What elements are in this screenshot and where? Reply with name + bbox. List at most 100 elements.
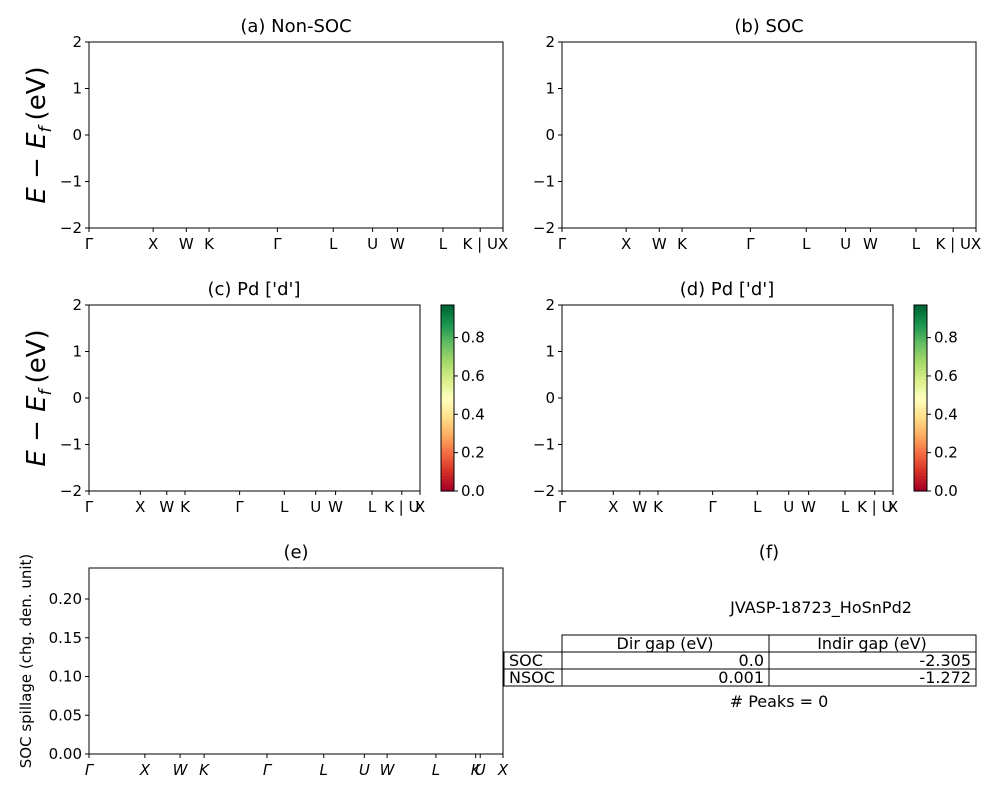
colorbar-segment [441,336,454,340]
colorbar-segment [914,345,927,349]
colorbar-segment [441,348,454,353]
colorbar-tick-label: 0.2 [461,444,485,462]
xtick-label-e: Γ [263,761,273,779]
colorbar-tick-label: 0.2 [934,444,958,462]
colorbar-segment [441,308,454,312]
ytick-label-b: 0 [545,126,555,144]
ytick-label-c: −1 [60,436,82,454]
colorbar-segment [441,444,454,449]
colorbar-segment [914,460,927,464]
axes-d: 210−1−2Γ X W K Γ L U W L K | UX [533,296,898,516]
colorbar-c: 0.8 0.6 0.4 0.2 0.0 [440,304,485,500]
ytick-label-a: 2 [72,33,82,51]
colorbar-segment [441,305,454,309]
xtick-label-d: K | U [857,498,892,516]
colorbar-segment [914,394,927,399]
axes-frame-b [561,41,977,229]
xtick-label-c: K | U [384,498,419,516]
colorbar-segment [441,373,454,377]
axes-c: 210−1−2Γ X W K Γ L U W L K | UX [60,296,425,516]
xtick-label-a: W [179,235,194,253]
colorbar-segment [914,407,927,411]
xtick-label-c: U [310,498,321,516]
colorbar-segment [914,329,927,334]
colorbar-segment [914,487,927,492]
colorbar-segment [441,460,454,464]
colorbar-segment [914,410,927,415]
xtick-label-b: L [802,235,811,253]
ylabel-mid-sub: f [36,386,56,395]
xtick-label-c: K [180,498,191,516]
xtick-label-a: L [439,235,448,253]
colorbar-segment [441,456,454,461]
scatter-point-d [824,299,829,304]
table-row-soc-dir: 0.0 [739,651,764,670]
xtick-label-e: W [380,761,396,779]
colorbar-segment [914,466,927,470]
table-row-nsoc-label: NSOC [509,668,555,687]
colorbar-segment [914,351,927,356]
colorbar-segment [441,472,454,477]
colorbar-segment [441,398,454,402]
colorbar-segment [441,326,454,331]
ytick-label-b: 2 [545,33,555,51]
colorbar-segment [914,382,927,387]
colorbar-segment [914,323,927,328]
colorbar-segment [441,441,454,446]
xtick-label-a: W [390,235,405,253]
colorbar-tick-label: 0.6 [934,367,958,385]
colorbar-segment [914,478,927,483]
title-c: (c) Pd ['d'] [207,279,300,300]
xtick-label-c: W [328,498,343,516]
ytick-label-d: 2 [545,296,555,314]
table-row-nsoc-indir: -1.272 [919,668,971,687]
ytick-label-a: 0 [72,126,82,144]
xtick-label-d: K [653,498,664,516]
colorbar-segment [441,317,454,322]
ytick-label-d: −2 [533,482,555,500]
xtick-label-b: W [652,235,667,253]
gap-table: Dir gap (eV) Indir gap (eV) SOC 0.0 -2.3… [503,634,977,687]
colorbar-tick-label: 0.4 [461,405,485,423]
ylabel-mid-unit: (eV) [22,329,52,383]
xtick-label-c: W [159,498,174,516]
colorbar-segment [441,453,454,458]
colorbar-tick-label: 0.0 [934,482,958,500]
colorbar-segment [914,342,927,346]
colorbar-segment [441,432,454,436]
colorbar-segment [914,388,927,393]
xtick-label-e: Γ [85,761,95,779]
colorbar-segment [441,357,454,362]
colorbar-segment [441,382,454,387]
xtick-label-c: X [135,498,145,516]
colorbar-segment [914,422,927,427]
colorbar-segment [441,360,454,365]
colorbar-segment [441,404,454,408]
xtick-label-d: L [753,498,762,516]
colorbar-segment [914,401,927,405]
colorbar-segment [441,385,454,390]
colorbar-segment [914,354,927,359]
xtick-label-d: X [608,498,618,516]
ylabel-top: E − Ef(eV) [22,66,56,203]
xtick-label-c: X [415,498,425,516]
ytick-label-e: 0.15 [49,629,82,647]
xtick-label-e: L [320,761,328,779]
colorbar-segment [914,441,927,446]
colorbar-segment [441,450,454,455]
ytick-label-b: −2 [533,219,555,237]
colorbar-segment [441,391,454,396]
colorbar-segment [914,432,927,436]
colorbar-frame [440,304,455,492]
colorbar-segment [441,475,454,480]
ytick-label-c: 2 [72,296,82,314]
colorbar-segment [914,472,927,477]
colorbar-tick-label: 0.0 [461,482,485,500]
colorbar-segment [441,345,454,349]
xtick-label-b: Γ [746,235,755,253]
axes-frame-e [88,567,504,755]
ytick-label-e: 0.05 [49,706,82,724]
colorbar-segment [914,376,927,380]
xtick-label-c: Γ [85,498,94,516]
colorbar-segment [914,314,927,318]
